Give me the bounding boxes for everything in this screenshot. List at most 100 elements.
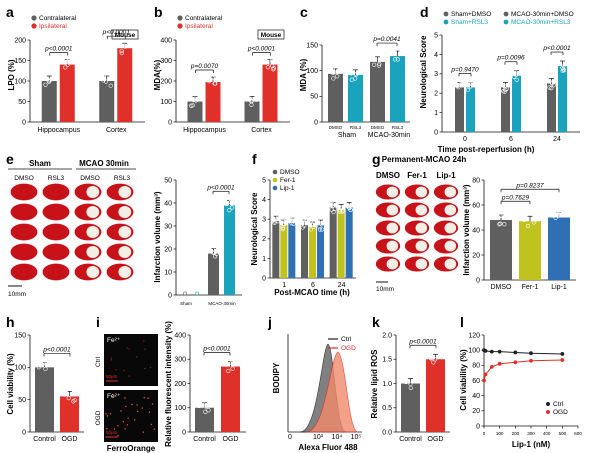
g-bar-0: [490, 220, 512, 280]
e-dot-2-4: [211, 250, 216, 256]
d-dot-7-4: [514, 77, 519, 82]
a-ytick-4: 200: [14, 37, 26, 44]
l-point-1-3: [497, 361, 502, 366]
a-bar-2: [99, 81, 115, 122]
f-bar-4: [309, 227, 316, 278]
g-pvalue-1: p=0.8237: [515, 182, 544, 189]
i-speckle-18: [126, 424, 129, 426]
k-ytick-4: 2.0: [382, 332, 392, 339]
i-speckle-34: [117, 435, 119, 437]
b-dot-1-4: [212, 81, 217, 86]
f-dot-6-2: [330, 203, 335, 209]
g-bar-2: [548, 217, 570, 280]
d-bar-6: [501, 87, 510, 132]
panel-letter-c: c: [300, 4, 308, 20]
l-xtick-6: 600: [574, 431, 582, 436]
d-dot-11-0: [562, 63, 567, 68]
k-pvalue-0: p<0.0001: [408, 338, 437, 345]
g-ytick-2: 40: [472, 227, 480, 234]
b-pvalue-1: p<0.0001: [247, 46, 276, 53]
i-speckle-39: [142, 431, 145, 433]
g-dot-0-1: [497, 222, 502, 227]
e-pvalue-0: p<0.0001: [206, 184, 235, 191]
i-speckle-19: [143, 396, 145, 399]
f-dot-5-1: [320, 227, 325, 232]
brains-e-slice-1-3: [42, 243, 70, 261]
f-legend-1: Fer-1: [280, 177, 296, 184]
i-speckle-6: [110, 359, 113, 361]
k-bar-0: [401, 383, 420, 432]
e-scale-label: 10mm: [8, 291, 26, 298]
f-ytick-2: 2: [262, 236, 266, 243]
l-ytick-3: 60: [472, 378, 480, 385]
e-dot-3-0: [229, 205, 235, 210]
l-xtick-4: 400: [543, 431, 551, 436]
i-speckle-33: [136, 404, 138, 406]
l-point-0-6: [560, 352, 565, 356]
f-dot-7-0: [340, 209, 345, 214]
i-ogd-label: OGD: [95, 410, 102, 425]
j-legend-ogd: OGD: [341, 345, 356, 352]
i-ytick-2: 200: [174, 381, 186, 388]
a-dot-3-1: [119, 50, 124, 56]
f-xtick-2: 24: [338, 282, 346, 289]
e-ytick-5: 50: [164, 177, 172, 184]
brains-e-slice-0-0: [10, 183, 38, 201]
f-xtick-1: 6: [311, 282, 315, 289]
c-dot-0-2: [330, 70, 336, 75]
l-point-0-5: [529, 351, 533, 356]
g-dot-2-2: [556, 213, 561, 218]
i-speckle-26: [113, 428, 116, 430]
b-ylabel: MDA(%): [153, 59, 162, 90]
g-dot-1-0: [533, 217, 538, 222]
e-col-2: RSL3: [48, 175, 65, 182]
k-ytick-1: 0.5: [382, 405, 392, 412]
i-speckle-12: [125, 405, 127, 408]
g-brain-sections: [375, 184, 459, 272]
i-dot-1-1: [229, 360, 234, 366]
l-point-1-2: [489, 364, 494, 369]
d-legend-4: MCAO-30min+RSL3: [511, 19, 571, 26]
e-dot-3-1: [224, 201, 229, 207]
b-dot-2-4: [247, 96, 252, 101]
f-legend-marker-2: [272, 185, 278, 191]
g-dot-2-3: [553, 215, 558, 220]
i-speckle-3: [144, 348, 146, 350]
l-xtick-2: 200: [512, 431, 520, 436]
e-mcao-header: MCAO 30min: [79, 159, 129, 168]
d-dot-6-3: [502, 83, 507, 89]
a-dot-3-4: [119, 48, 124, 54]
i-speckle-25: [124, 428, 126, 430]
c-dot-1-0: [348, 71, 354, 76]
c-ytick-3: 150: [306, 42, 318, 49]
f-dot-0-4: [272, 220, 277, 225]
a-xtick-1: Cortex: [106, 127, 127, 134]
g-bar-1: [519, 221, 541, 280]
d-ytick-2: 2: [434, 91, 438, 98]
brains-e-infarct-2-0: [86, 186, 100, 198]
b-ytick-3: 300: [160, 58, 172, 65]
l-legend-1: OGD: [553, 409, 568, 416]
f-dot-6-1: [331, 209, 336, 215]
a-ytick-0: 0: [22, 119, 26, 126]
i-speckle-8: [144, 367, 146, 370]
a-dot-1-4: [65, 62, 70, 67]
d-legend-2-marker: [503, 11, 509, 17]
c-dot-1-3: [353, 76, 358, 81]
f-dot-0-3: [271, 217, 276, 223]
brains-g-infarct-0-3: [386, 240, 399, 252]
c-pvalue-0: p=0.0041: [372, 36, 401, 43]
d-xtick-1: 6: [509, 136, 513, 143]
h-dot-1-4: [71, 399, 76, 404]
brains-g-infarct-1-4: [415, 258, 428, 270]
i-speckle-14: [141, 407, 143, 409]
c-bar-2: [370, 61, 385, 122]
h-dot-1-2: [72, 398, 77, 403]
panel-letter-d: d: [420, 4, 429, 20]
c-bar-0: [328, 73, 343, 122]
k-ytick-3: 1.5: [382, 357, 392, 364]
f-dot-2-3: [289, 221, 294, 226]
d-ytick-0: 0: [434, 129, 438, 136]
e-ytick-4: 40: [164, 200, 172, 207]
d-ylabel: Neurological Score: [419, 35, 428, 108]
